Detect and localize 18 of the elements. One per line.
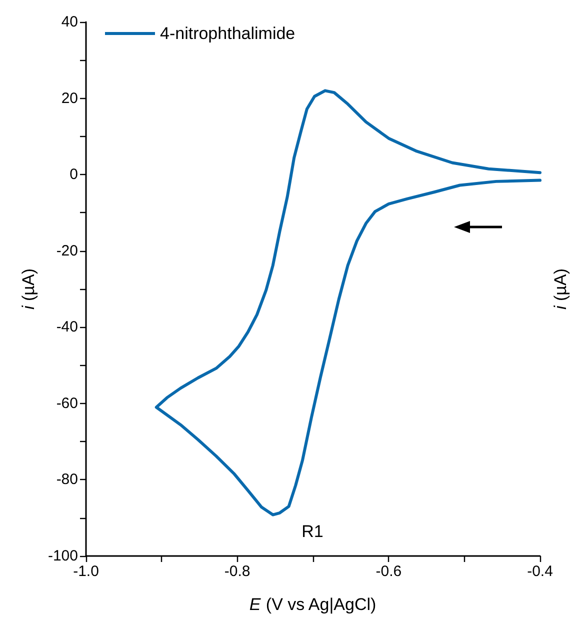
line-series <box>154 89 542 516</box>
x-tick-label: -0.8 <box>224 563 250 580</box>
y-tick-label: -40 <box>56 318 78 336</box>
x-axis-title: E (V vs Ag|AgCl) <box>249 595 376 614</box>
y-tick-label: -20 <box>56 242 78 260</box>
y-tick-label: -100 <box>48 548 78 564</box>
y2-axis-title: i (µA) <box>551 268 570 310</box>
x-tick-label: -0.4 <box>527 563 553 580</box>
y-tick-label: -80 <box>56 471 78 488</box>
legend-label: 4-nitrophthalimide <box>160 24 296 43</box>
y-tick-label: 20 <box>61 90 78 107</box>
x-tick-label: -1.0 <box>73 563 99 580</box>
x-tick-label: -0.6 <box>376 563 402 580</box>
y-tick-label: 40 <box>61 14 78 30</box>
y-tick-label: -60 <box>56 394 78 412</box>
annotation: R1 <box>302 522 324 541</box>
y-tick-label: 0 <box>70 166 78 184</box>
y-axis-title: i (µA) <box>19 268 38 310</box>
